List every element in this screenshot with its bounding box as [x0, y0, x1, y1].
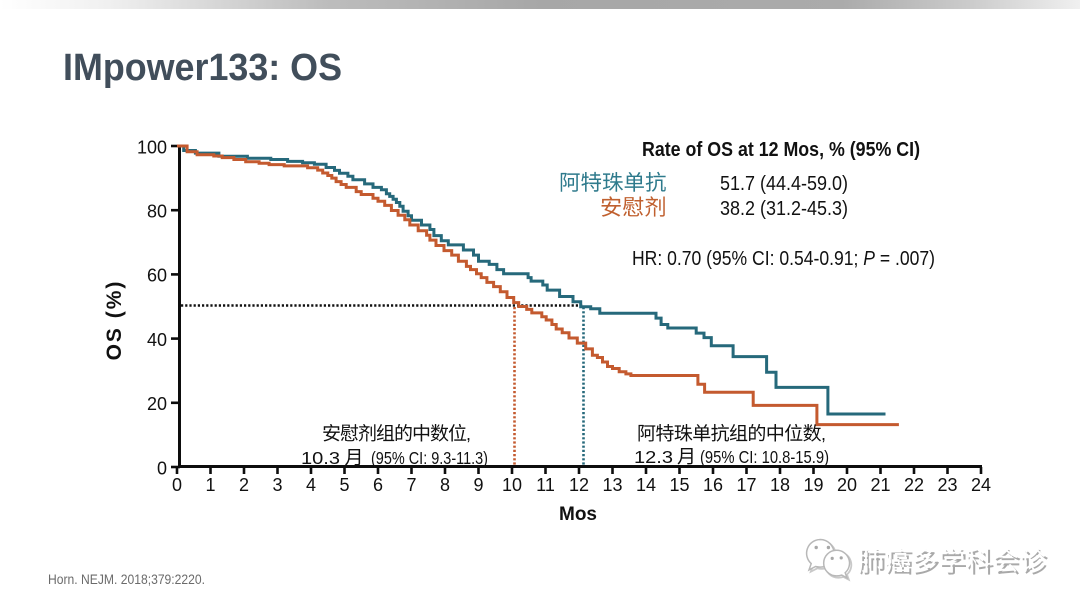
svg-text:(95% CI: 9.3-11.3): (95% CI: 9.3-11.3) [371, 448, 488, 468]
svg-text:15: 15 [669, 475, 689, 495]
svg-text:6: 6 [373, 475, 383, 495]
svg-text:Horn. NEJM. 2018;379:2220.: Horn. NEJM. 2018;379:2220. [48, 572, 205, 587]
svg-text:(95% CI: 10.8-15.9): (95% CI: 10.8-15.9) [700, 447, 829, 467]
svg-text:8: 8 [440, 475, 450, 495]
svg-text:14: 14 [636, 475, 656, 495]
svg-text:10: 10 [502, 475, 522, 495]
svg-text:19: 19 [803, 475, 823, 495]
svg-text:7: 7 [406, 475, 416, 495]
svg-text:17: 17 [736, 475, 756, 495]
svg-text:60: 60 [147, 266, 167, 286]
svg-text:Mos: Mos [559, 504, 597, 525]
svg-text:2: 2 [239, 475, 249, 495]
svg-text:OS (%): OS (%) [103, 280, 126, 361]
svg-text:21: 21 [870, 475, 890, 495]
svg-text:23: 23 [937, 475, 957, 495]
svg-text:IMpower133: OS: IMpower133: OS [63, 47, 342, 89]
svg-text:0: 0 [172, 475, 182, 495]
svg-text:0: 0 [157, 458, 167, 478]
svg-text:20: 20 [837, 475, 857, 495]
svg-text:1: 1 [205, 475, 215, 495]
svg-text:51.7 (44.4-59.0): 51.7 (44.4-59.0) [720, 173, 848, 195]
svg-text:20: 20 [147, 394, 167, 414]
svg-text:13: 13 [602, 475, 622, 495]
svg-text:4: 4 [306, 475, 316, 495]
svg-text:Rate of OS at 12 Mos, % (95% C: Rate of OS at 12 Mos, % (95% CI) [642, 139, 920, 161]
svg-text:24: 24 [971, 475, 991, 495]
svg-text:40: 40 [147, 330, 167, 350]
svg-text:3: 3 [272, 475, 282, 495]
svg-text:38.2 (31.2-45.3): 38.2 (31.2-45.3) [720, 198, 848, 220]
svg-text:9: 9 [473, 475, 483, 495]
svg-text:12: 12 [569, 475, 589, 495]
svg-text:,: , [821, 424, 826, 444]
svg-text:18: 18 [770, 475, 790, 495]
svg-text:11: 11 [536, 475, 555, 495]
svg-text:100: 100 [137, 137, 167, 157]
svg-text:12.3: 12.3 [634, 447, 673, 467]
svg-text:16: 16 [703, 475, 723, 495]
svg-text:,: , [466, 424, 471, 444]
svg-text:HR: 0.70 (95% CI: 0.54-0.91; P: HR: 0.70 (95% CI: 0.54-0.91; P = .007) [632, 248, 935, 270]
svg-text:5: 5 [339, 475, 349, 495]
svg-text:10.3: 10.3 [301, 448, 340, 468]
svg-text:80: 80 [147, 202, 167, 222]
svg-text:22: 22 [904, 475, 924, 495]
